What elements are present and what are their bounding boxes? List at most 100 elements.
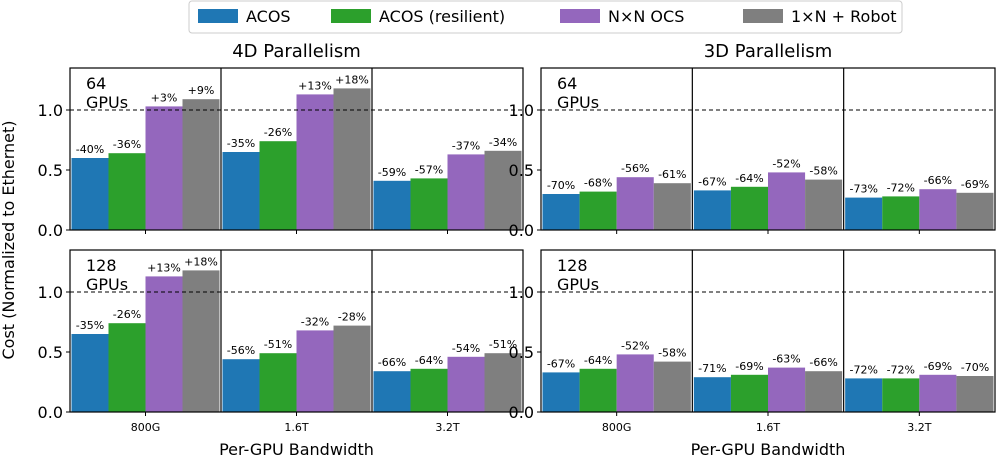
bar-p3-g3-s2 [410, 368, 448, 412]
legend-swatch-1 [198, 9, 238, 23]
bar-p3-g2-s2 [259, 353, 297, 412]
bar-p3-g3-s1 [373, 371, 411, 412]
bar-p3-g3-s3 [447, 356, 485, 412]
bar-p3-g1-s2 [108, 323, 146, 412]
bar-p4-g3-s3 [919, 374, 957, 412]
bar-p1-g2-s2 [259, 141, 297, 230]
bar-p4-g1-s4 [653, 361, 691, 412]
bar-label-p3-g3-s2: -64% [415, 354, 443, 367]
bar-p2-g1-s3 [616, 177, 654, 230]
bar-p3-g1-s1 [71, 334, 109, 412]
y-tick-label-p4-1: 0.0 [509, 403, 534, 422]
bar-label-p3-g1-s2: -26% [113, 308, 141, 321]
legend-label-1: ACOS [246, 7, 291, 26]
bar-label-p4-g1-s2: -64% [584, 354, 612, 367]
legend-label-3: N×N OCS [608, 7, 684, 26]
column-title-2: 3D Parallelism [704, 41, 833, 62]
y-axis-label: Cost (Normalized to Ethernet) [0, 120, 18, 359]
bar-label-p3-g3-s4: -51% [489, 338, 517, 351]
bar-label-p3-g3-s1: -66% [378, 356, 406, 369]
bar-label-p2-g3-s1: -73% [849, 183, 877, 196]
bar-p1-g3-s3 [447, 154, 485, 230]
bar-label-p1-g2-s3: +13% [298, 79, 332, 92]
bar-p3-g2-s1 [222, 359, 260, 412]
bar-p1-g3-s1 [373, 180, 411, 230]
bar-label-p2-g2-s4: -58% [809, 165, 837, 178]
bar-label-p3-g2-s2: -51% [264, 338, 292, 351]
bar-p2-g3-s2 [882, 196, 920, 230]
bar-p1-g2-s4 [333, 88, 371, 231]
bar-p3-g1-s4 [182, 270, 220, 412]
bar-label-p4-g2-s1: -71% [698, 362, 726, 375]
bar-p4-g1-s3 [616, 354, 654, 412]
bar-p2-g2-s1 [693, 190, 731, 230]
bar-p3-g2-s3 [296, 330, 334, 412]
bar-label-p2-g3-s2: -72% [887, 181, 915, 194]
x-tick-label-p3-3: 3.2T [435, 421, 459, 434]
bar-label-p2-g2-s2: -64% [735, 172, 763, 185]
x-tick-label-p4-3: 3.2T [907, 421, 931, 434]
bar-label-p2-g1-s3: -56% [621, 162, 649, 175]
y-tick-label-p1-2: 0.5 [38, 161, 63, 180]
panel-gpu-unit-2: GPUs [557, 93, 599, 112]
bar-p2-g2-s3 [768, 172, 806, 230]
y-tick-label-p1-3: 1.0 [38, 101, 63, 120]
bar-p4-g1-s2 [579, 368, 617, 412]
legend-swatch-2 [331, 9, 371, 23]
bar-p2-g3-s1 [845, 197, 883, 230]
x-axis-label-2: Per-GPU Bandwidth [691, 440, 846, 459]
legend-label-4: 1×N + Robot [791, 7, 897, 26]
bar-p4-g2-s1 [693, 377, 731, 412]
bar-p2-g3-s4 [956, 192, 994, 230]
bar-label-p1-g3-s1: -59% [378, 166, 406, 179]
bar-p4-g2-s3 [768, 367, 806, 412]
bar-p1-g2-s3 [296, 94, 334, 231]
bar-label-p1-g3-s3: -37% [452, 139, 480, 152]
bar-label-p1-g2-s2: -26% [264, 126, 292, 139]
bar-p3-g2-s4 [333, 325, 371, 412]
bar-p1-g3-s2 [410, 178, 448, 230]
y-tick-label-p3-3: 1.0 [38, 283, 63, 302]
bar-label-p3-g1-s1: -35% [76, 319, 104, 332]
x-tick-label-p4-2: 1.6T [756, 421, 780, 434]
bar-label-p4-g1-s4: -58% [658, 347, 686, 360]
column-title-1: 4D Parallelism [232, 41, 361, 62]
panel-gpu-count-1: 64 [86, 74, 106, 93]
bar-label-p2-g2-s1: -67% [698, 175, 726, 188]
bar-label-p2-g2-s3: -52% [772, 157, 800, 170]
bar-p3-g1-s3 [145, 276, 183, 412]
panel-gpu-unit-4: GPUs [557, 275, 599, 294]
bar-p2-g3-s3 [919, 189, 957, 230]
bar-p2-g1-s2 [579, 191, 617, 230]
bar-label-p1-g1-s4: +9% [188, 84, 215, 97]
bar-p3-g3-s4 [484, 353, 522, 412]
bar-p1-g1-s1 [71, 158, 109, 230]
bar-p2-g1-s1 [542, 194, 580, 230]
y-tick-label-p1-1: 0.0 [38, 221, 63, 240]
bar-label-p4-g3-s4: -70% [961, 361, 989, 374]
y-tick-label-p3-1: 0.0 [38, 403, 63, 422]
bar-p2-g1-s4 [653, 183, 691, 230]
legend-swatch-4 [743, 9, 783, 23]
panel-gpu-unit-3: GPUs [86, 275, 128, 294]
x-tick-label-p3-2: 1.6T [284, 421, 308, 434]
bar-label-p1-g2-s4: +18% [335, 73, 369, 86]
legend-label-2: ACOS (resilient) [379, 7, 505, 26]
bar-p1-g2-s1 [222, 152, 260, 230]
bar-p4-g1-s1 [542, 372, 580, 412]
bar-label-p4-g2-s4: -66% [809, 356, 837, 369]
bar-label-p4-g1-s1: -67% [547, 357, 575, 370]
y-tick-label-p4-3: 1.0 [509, 283, 534, 302]
bar-label-p4-g3-s3: -69% [924, 360, 952, 373]
bar-label-p4-g2-s3: -63% [772, 353, 800, 366]
bar-label-p4-g3-s1: -72% [849, 363, 877, 376]
bar-label-p2-g3-s4: -69% [961, 178, 989, 191]
bar-label-p1-g3-s2: -57% [415, 163, 443, 176]
bar-label-p3-g2-s3: -32% [301, 315, 329, 328]
bar-p4-g3-s2 [882, 378, 920, 412]
x-tick-label-p4-1: 800G [602, 421, 632, 434]
bar-label-p2-g1-s2: -68% [584, 177, 612, 190]
bar-label-p1-g1-s1: -40% [76, 143, 104, 156]
bar-label-p4-g2-s2: -69% [735, 360, 763, 373]
